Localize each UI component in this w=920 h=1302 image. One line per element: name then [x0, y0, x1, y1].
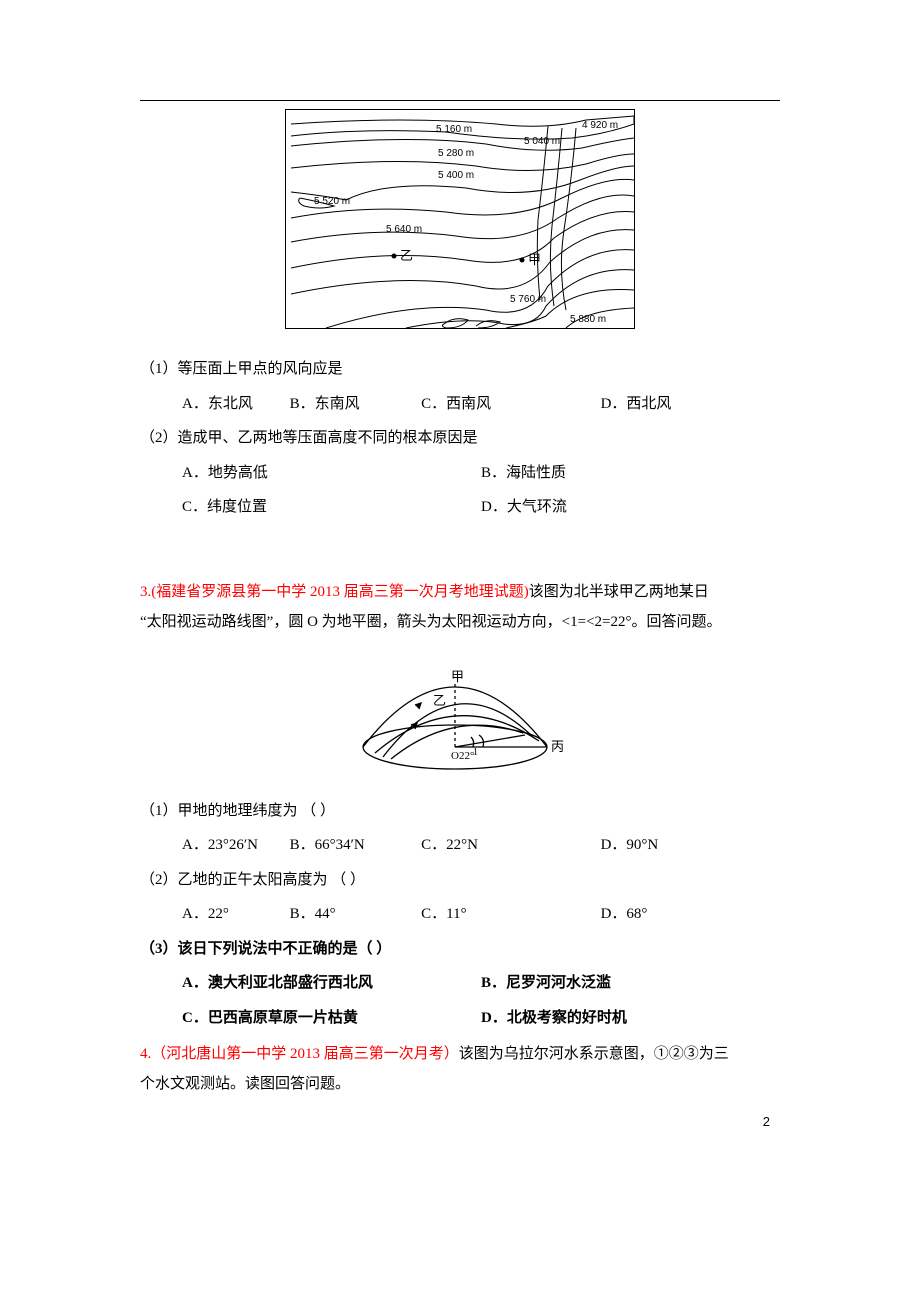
svg-text:乙: 乙	[400, 248, 413, 263]
svg-text:5 520 m: 5 520 m	[314, 196, 350, 207]
option-a: A．22°	[182, 897, 290, 932]
q3-part2-stem: （2）乙地的正午太阳高度为 （ ）	[140, 863, 780, 898]
contour-map-svg: 5 160 m 5 040 m 4 920 m 5 280 m 5 400 m …	[285, 109, 635, 329]
option-b: B．海陆性质	[481, 456, 780, 491]
q3-stem-b: “太阳视运动路线图”，圆 O 为地平圈，箭头为太阳视运动方向，<1=<2=22°…	[140, 607, 780, 637]
svg-text:甲: 甲	[528, 252, 541, 267]
option-a: A．东北风	[182, 387, 290, 422]
q1-part1-options: A．东北风 B．东南风 C．西南风 D．西北风	[140, 387, 780, 422]
option-a: A．澳大利亚北部盛行西北风	[182, 966, 481, 1001]
q3-part3-options-row2: C．巴西高原草原一片枯黄 D．北极考察的好时机	[140, 1001, 780, 1036]
svg-text:乙: 乙	[433, 693, 446, 708]
option-c: C．西南风	[421, 387, 600, 422]
option-b: B．66°34′N	[290, 828, 422, 863]
page-number: 2	[763, 1114, 770, 1129]
option-c: C．22°N	[421, 828, 600, 863]
svg-text:4 920 m: 4 920 m	[582, 120, 618, 131]
svg-text:1: 1	[473, 747, 478, 758]
q4-stem-b: 个水文观测站。读图回答问题。	[140, 1069, 780, 1099]
q4-line1: 4.（河北唐山第一中学 2013 届高三第一次月考）该图为乌拉尔河水系示意图，①…	[140, 1039, 780, 1069]
q3-part3-stem: （3）该日下列说法中不正确的是（ ）	[140, 932, 780, 967]
svg-text:5 280 m: 5 280 m	[438, 148, 474, 159]
q1-part2-options-row2: C．纬度位置 D．大气环流	[140, 490, 780, 525]
sun-path-figure: 甲 乙 丙 22° O 1	[140, 655, 780, 780]
svg-text:5 160 m: 5 160 m	[436, 124, 472, 135]
option-c: C．纬度位置	[182, 490, 481, 525]
svg-text:5 040 m: 5 040 m	[524, 136, 560, 147]
q3-source-line: 3.(福建省罗源县第一中学 2013 届高三第一次月考地理试题)该图为北半球甲乙…	[140, 577, 780, 607]
option-d: D．68°	[601, 897, 733, 932]
option-d: D．大气环流	[481, 490, 780, 525]
option-c: C．巴西高原草原一片枯黄	[182, 1001, 481, 1036]
q4-source: 4.（河北唐山第一中学 2013 届高三第一次月考）	[140, 1046, 459, 1062]
option-d: D．西北风	[601, 387, 733, 422]
option-b: B．44°	[290, 897, 422, 932]
svg-text:丙: 丙	[551, 739, 564, 754]
q1-part1-stem: （1）等压面上甲点的风向应是	[140, 352, 780, 387]
q3-source: 3.(福建省罗源县第一中学 2013 届高三第一次月考地理试题)	[140, 584, 529, 600]
svg-text:5 400 m: 5 400 m	[438, 170, 474, 181]
q1-part2-stem: （2）造成甲、乙两地等压面高度不同的根本原因是	[140, 421, 780, 456]
option-b: B．东南风	[290, 387, 422, 422]
q3-part1-options: A．23°26′N B．66°34′N C．22°N D．90°N	[140, 828, 780, 863]
option-a: A．地势高低	[182, 456, 481, 491]
q3-part2-options: A．22° B．44° C．11° D．68°	[140, 897, 780, 932]
option-d: D．90°N	[601, 828, 733, 863]
option-d: D．北极考察的好时机	[481, 1001, 780, 1036]
svg-text:5 880 m: 5 880 m	[570, 314, 606, 325]
option-a: A．23°26′N	[182, 828, 290, 863]
option-b: B．尼罗河河水泛滥	[481, 966, 780, 1001]
option-c: C．11°	[421, 897, 600, 932]
svg-text:O: O	[451, 750, 459, 762]
q4-stem-a: 该图为乌拉尔河水系示意图，①②③为三	[459, 1046, 729, 1062]
q3-stem-a: 该图为北半球甲乙两地某日	[529, 584, 709, 600]
q1-part2-options-row1: A．地势高低 B．海陆性质	[140, 456, 780, 491]
svg-text:5 760 m: 5 760 m	[510, 294, 546, 305]
svg-text:甲: 甲	[451, 669, 464, 684]
svg-text:5 640 m: 5 640 m	[386, 224, 422, 235]
q3-part1-stem: （1）甲地的地理纬度为 （ ）	[140, 794, 780, 829]
q3-part3-options-row1: A．澳大利亚北部盛行西北风 B．尼罗河河水泛滥	[140, 966, 780, 1001]
contour-map-figure: 5 160 m 5 040 m 4 920 m 5 280 m 5 400 m …	[140, 109, 780, 334]
sun-path-svg: 甲 乙 丙 22° O 1	[355, 655, 565, 775]
